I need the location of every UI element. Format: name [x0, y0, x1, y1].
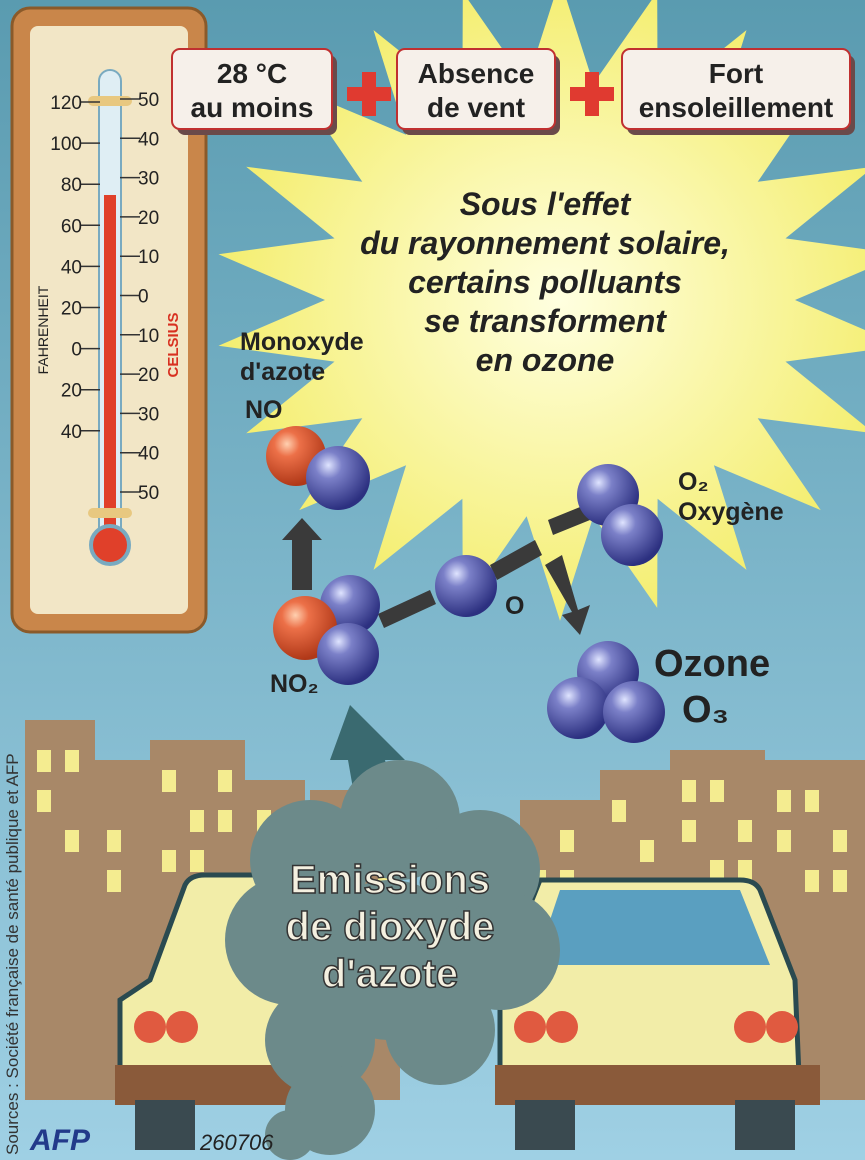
window [710, 780, 724, 802]
condition-text: Fort [709, 58, 763, 89]
celsius-tick-label: 10 [138, 326, 159, 347]
window [37, 750, 51, 772]
code: 260706 [199, 1130, 274, 1155]
window [65, 750, 79, 772]
o3-formula: O₃ [682, 689, 729, 731]
window [738, 820, 752, 842]
no2-formula: NO₂ [270, 670, 319, 698]
sun-text: certains polluants [408, 264, 682, 300]
fahrenheit-tick-label: 60 [61, 216, 82, 237]
window [682, 780, 696, 802]
condition-text: au moins [191, 92, 314, 123]
fahrenheit-tick-label: 20 [61, 299, 82, 320]
sun-text: en ozone [476, 342, 615, 378]
window [560, 830, 574, 852]
window [612, 800, 626, 822]
window [218, 770, 232, 792]
fahrenheit-tick-label: 40 [61, 422, 82, 443]
fahrenheit-tick-label: 20 [61, 381, 82, 402]
fahrenheit-tick-label: 0 [71, 340, 82, 361]
o2-formula: O₂ [678, 468, 709, 496]
o-formula: O [505, 592, 524, 620]
celsius-tick-label: 40 [138, 129, 159, 150]
window [805, 790, 819, 812]
window [218, 810, 232, 832]
sun-text: du rayonnement solaire, [360, 225, 730, 261]
building [25, 720, 95, 1100]
window [833, 830, 847, 852]
window [682, 820, 696, 842]
emissions-text: d'azote [322, 952, 458, 996]
window [190, 850, 204, 872]
window [107, 870, 121, 892]
condition-text: 28 °C [217, 58, 287, 89]
window [162, 850, 176, 872]
fahrenheit-tick-label: 40 [61, 257, 82, 278]
window [640, 840, 654, 862]
window [190, 810, 204, 832]
celsius-tick-label: 20 [138, 365, 159, 386]
celsius-tick-label: 50 [138, 483, 159, 504]
condition-text: de vent [427, 92, 525, 123]
no-formula: NO [245, 396, 283, 424]
celsius-tick-label: 40 [138, 444, 159, 465]
celsius-tick-label: 30 [138, 404, 159, 425]
fahrenheit-tick-label: 100 [50, 134, 82, 155]
source: Sources : Société française de santé pub… [3, 753, 22, 1155]
sun-text: Sous l'effet [460, 186, 632, 222]
celsius-tick-label: 0 [138, 287, 149, 308]
window [107, 830, 121, 852]
infographic: FAHRENHEIT CELSIUS 120100806040200204050… [0, 0, 865, 1160]
window [37, 790, 51, 812]
condition-text: ensoleillement [639, 92, 834, 123]
celsius-tick-label: 50 [138, 90, 159, 111]
window [162, 770, 176, 792]
fahrenheit-tick-label: 80 [61, 175, 82, 196]
condition-text: Absence [418, 58, 535, 89]
no-name: Monoxyde [240, 328, 364, 356]
emissions-text: Emissions [290, 858, 490, 902]
celsius-tick-label: 20 [138, 208, 159, 229]
afp-logo: AFP [29, 1124, 91, 1157]
o3-name: Ozone [654, 643, 770, 685]
fahrenheit-tick-label: 120 [50, 93, 82, 114]
celsius-tick-label: 10 [138, 247, 159, 268]
celsius-tick-label: 30 [138, 169, 159, 190]
celsius-label: CELSIUS [165, 312, 182, 377]
window [777, 830, 791, 852]
window [777, 790, 791, 812]
fahrenheit-label: FAHRENHEIT [35, 285, 51, 374]
no-name: d'azote [240, 358, 325, 386]
window [833, 870, 847, 892]
sun-text: se transforment [424, 303, 667, 339]
emissions-text: de dioxyde [286, 905, 495, 949]
o2-name: Oxygène [678, 498, 784, 526]
window [805, 870, 819, 892]
window [65, 830, 79, 852]
